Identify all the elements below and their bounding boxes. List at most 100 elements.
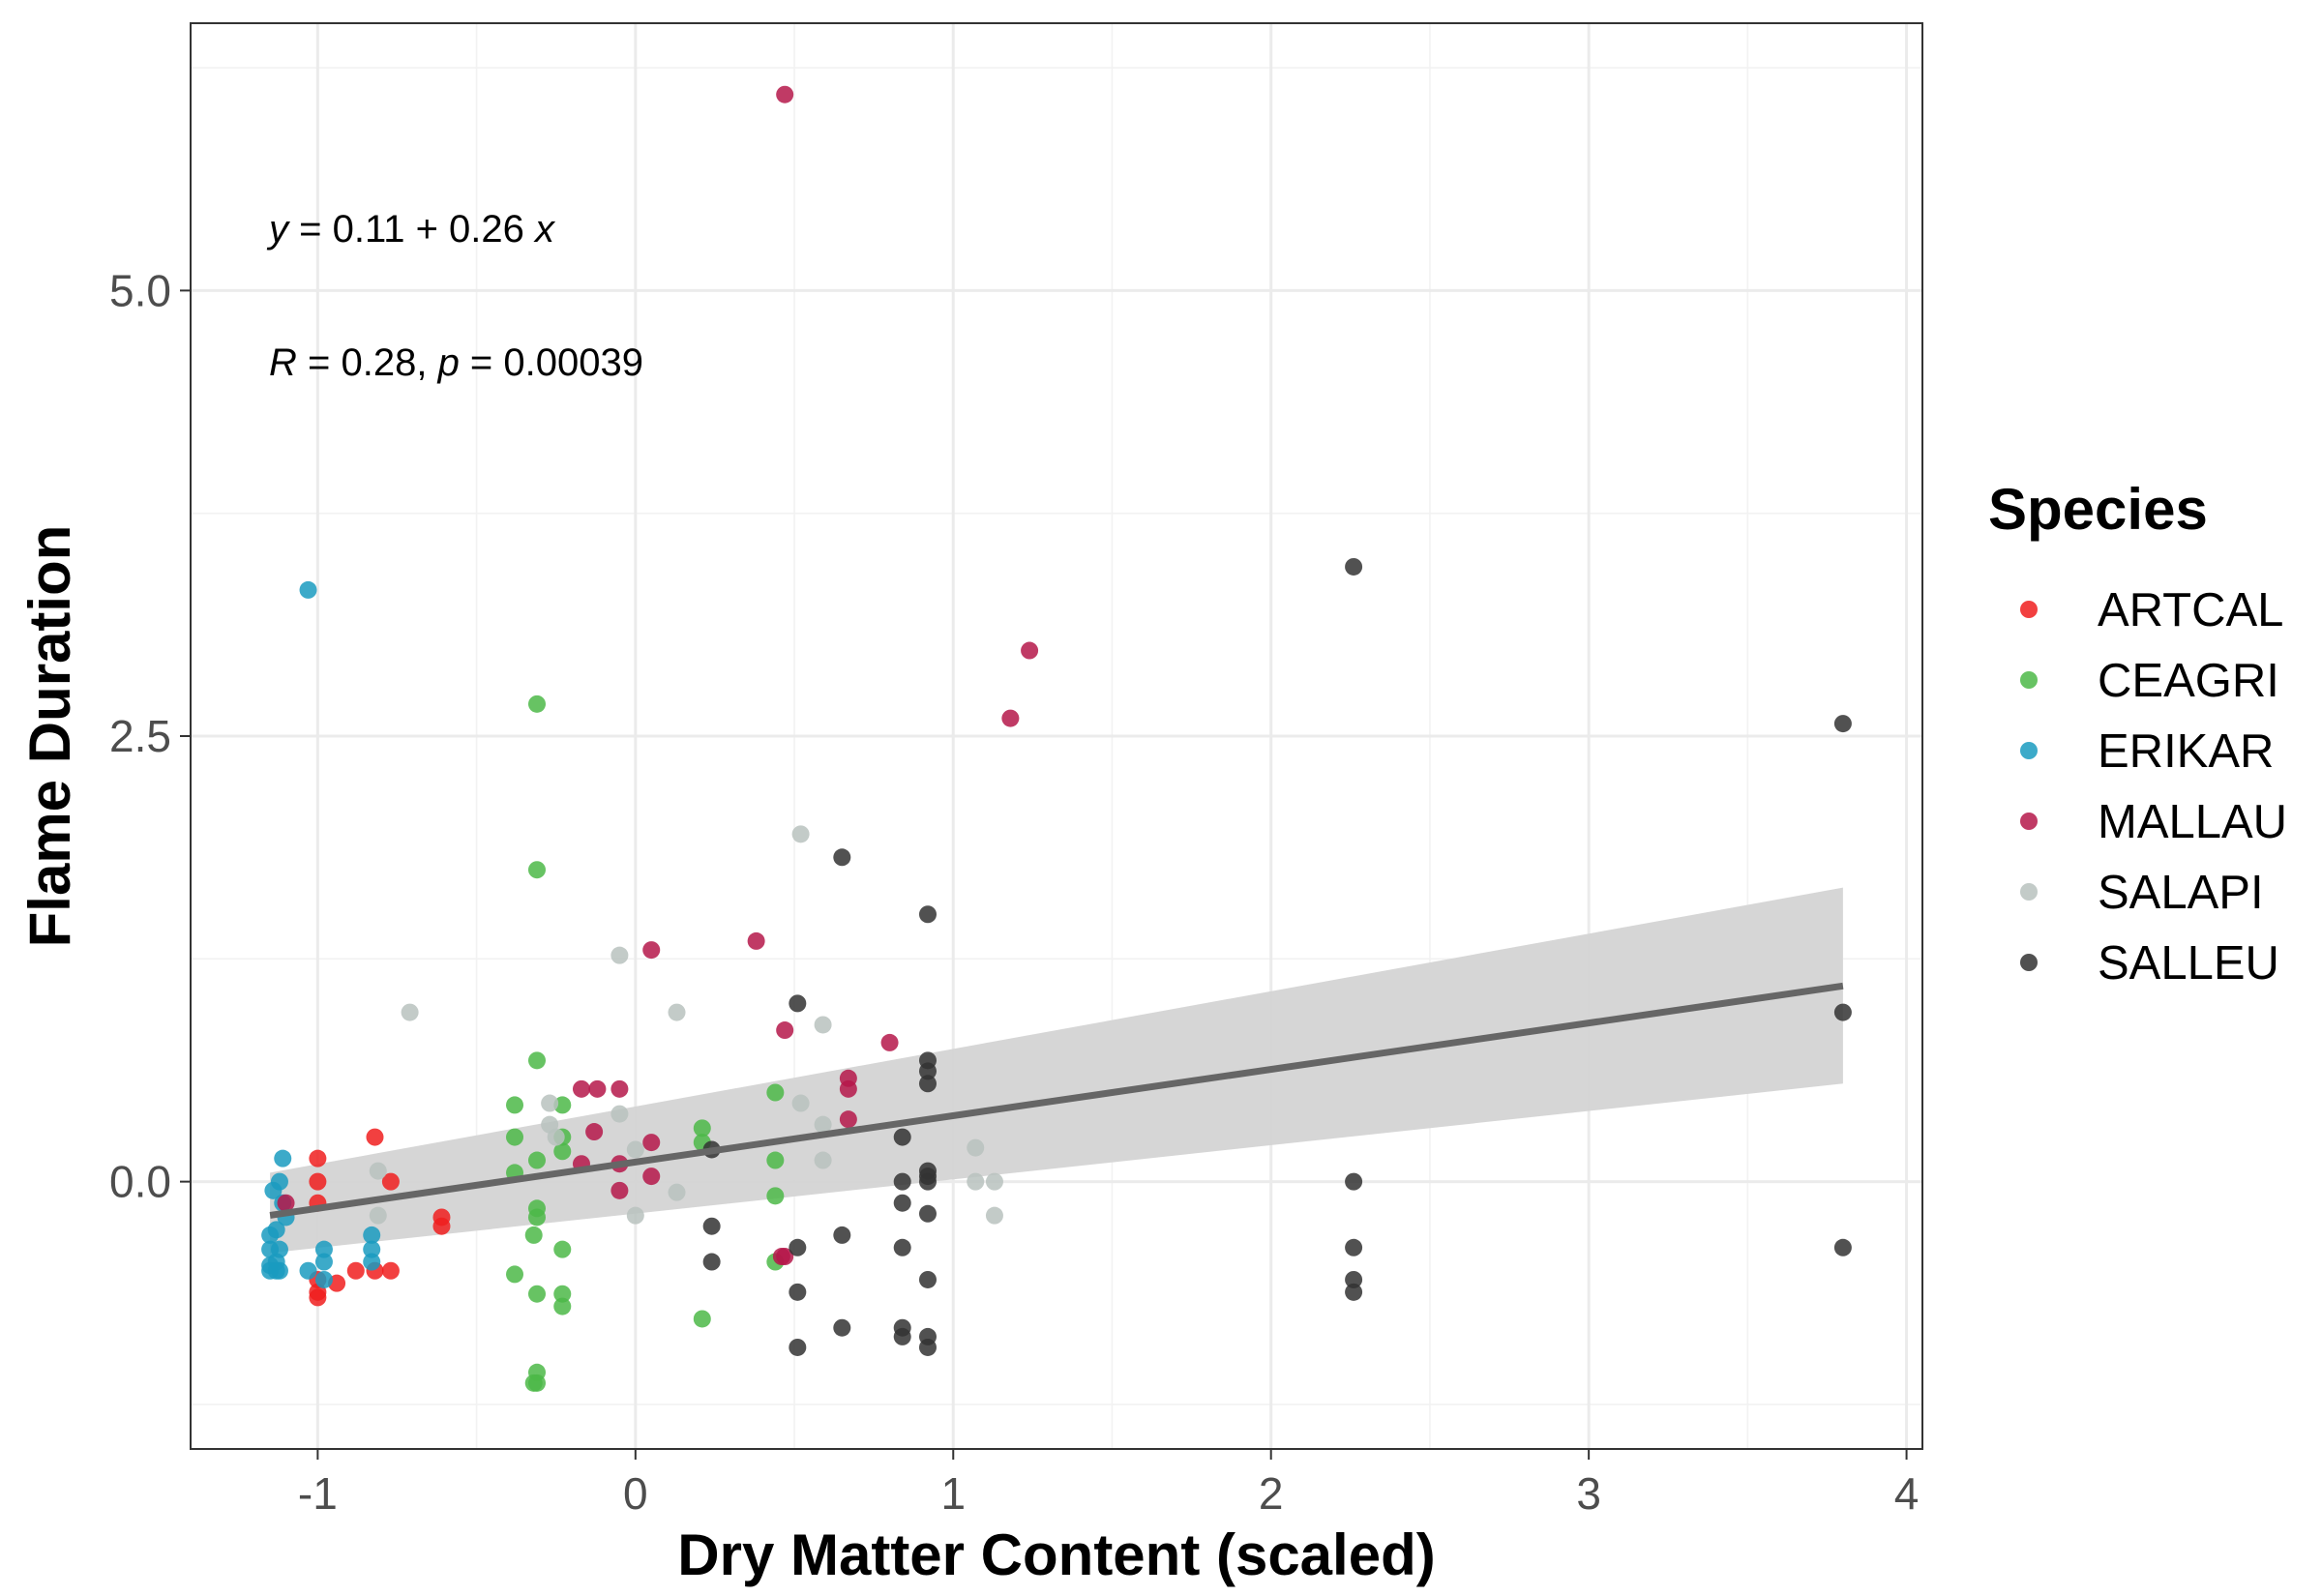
data-point bbox=[369, 1206, 387, 1225]
data-point bbox=[918, 1172, 937, 1191]
data-point bbox=[747, 931, 765, 950]
legend-label: SALAPI bbox=[2098, 867, 2264, 919]
data-point bbox=[309, 1172, 327, 1191]
data-point bbox=[642, 1134, 661, 1152]
legend-item-erikar: ERIKAR bbox=[2020, 725, 2274, 778]
data-point bbox=[506, 1096, 524, 1114]
data-point bbox=[314, 1240, 333, 1258]
stats-p-value: = 0.00039 bbox=[460, 341, 643, 384]
data-point bbox=[264, 1181, 283, 1199]
x-tick-label: -1 bbox=[298, 1468, 338, 1519]
data-point bbox=[791, 1094, 810, 1112]
y-axis-title: Flame Duration bbox=[17, 525, 82, 948]
regression-line bbox=[269, 982, 1844, 1219]
x-tick-label: 2 bbox=[1259, 1468, 1284, 1519]
data-point bbox=[610, 1105, 629, 1123]
data-point bbox=[369, 1162, 387, 1180]
data-point bbox=[363, 1240, 381, 1258]
confidence-band-layer bbox=[270, 887, 1843, 1254]
data-point bbox=[366, 1128, 384, 1146]
legend-key bbox=[2020, 883, 2038, 901]
series-mallau bbox=[277, 85, 1039, 1266]
data-point bbox=[918, 905, 937, 924]
data-point bbox=[1833, 715, 1852, 733]
data-point bbox=[668, 1003, 686, 1021]
data-point bbox=[766, 1083, 785, 1102]
fit-line-layer bbox=[269, 982, 1844, 1219]
legend-title: Species bbox=[1988, 477, 2208, 542]
legend-item-ceagri: CEAGRI bbox=[2020, 655, 2279, 707]
data-point bbox=[610, 1079, 629, 1098]
data-point bbox=[553, 1297, 572, 1315]
legend-item-mallau: MALLAU bbox=[2020, 796, 2287, 848]
data-point bbox=[363, 1253, 381, 1271]
data-point bbox=[381, 1172, 400, 1191]
data-point bbox=[776, 85, 794, 103]
data-point bbox=[572, 1079, 590, 1098]
data-point bbox=[1345, 557, 1363, 576]
data-point bbox=[918, 1075, 937, 1093]
stats-r-value: = 0.28, bbox=[297, 341, 438, 384]
data-point bbox=[553, 1142, 572, 1161]
y-tick-label: 0.0 bbox=[109, 1157, 171, 1207]
data-point bbox=[261, 1226, 280, 1244]
data-point bbox=[314, 1270, 333, 1288]
legend-label: MALLAU bbox=[2098, 796, 2287, 848]
data-point bbox=[833, 1226, 851, 1244]
legend-item-salapi: SALAPI bbox=[2020, 867, 2264, 919]
data-point bbox=[299, 580, 317, 599]
data-point bbox=[1001, 709, 1020, 727]
legend-label: ARTCAL bbox=[2098, 584, 2283, 636]
legend-key bbox=[2020, 601, 2038, 618]
data-point bbox=[432, 1217, 451, 1235]
data-point bbox=[893, 1194, 911, 1212]
legend-key bbox=[2020, 813, 2038, 830]
equation-y: y bbox=[266, 208, 291, 251]
x-tick-label: 1 bbox=[940, 1468, 966, 1519]
data-point bbox=[1345, 1283, 1363, 1301]
data-point bbox=[1833, 1238, 1852, 1256]
x-tick-label: 0 bbox=[623, 1468, 648, 1519]
equation-body: = 0.11 + 0.26 bbox=[288, 208, 535, 251]
data-point bbox=[1833, 1003, 1852, 1021]
data-point bbox=[309, 1149, 327, 1167]
data-point bbox=[702, 1217, 721, 1235]
equation-annotation: y = 0.11 + 0.26 x bbox=[266, 208, 556, 251]
data-point bbox=[553, 1240, 572, 1258]
data-point bbox=[839, 1079, 857, 1098]
y-axis: 0.0 2.5 5.0 bbox=[109, 265, 191, 1207]
data-point bbox=[766, 1187, 785, 1205]
stats-r-symbol: R bbox=[269, 341, 297, 384]
data-point bbox=[506, 1128, 524, 1146]
x-tick-label: 4 bbox=[1894, 1468, 1920, 1519]
data-point bbox=[588, 1079, 607, 1098]
stats-p-symbol: p bbox=[437, 341, 460, 384]
legend-key bbox=[2020, 742, 2038, 759]
series-salapi bbox=[369, 825, 1003, 1225]
legend-label: SALLEU bbox=[2098, 937, 2279, 990]
data-point bbox=[985, 1172, 1003, 1191]
data-point bbox=[610, 1181, 629, 1199]
legend-label: CEAGRI bbox=[2098, 655, 2279, 707]
data-point bbox=[1345, 1172, 1363, 1191]
data-point bbox=[299, 1261, 317, 1280]
data-point bbox=[789, 1338, 807, 1356]
x-tick-label: 3 bbox=[1576, 1468, 1601, 1519]
data-point bbox=[314, 1253, 333, 1271]
legend: Species ARTCAL CEAGRI ERIKAR MALLAU SALAPI SA… bbox=[1988, 477, 2287, 990]
data-point bbox=[893, 1128, 911, 1146]
series-salleu bbox=[702, 557, 1852, 1356]
data-point bbox=[833, 1318, 851, 1337]
data-point bbox=[839, 1110, 857, 1129]
data-point bbox=[789, 994, 807, 1013]
data-point bbox=[553, 1096, 572, 1114]
data-point bbox=[693, 1119, 711, 1138]
stats-annotation: R = 0.28, p = 0.00039 bbox=[269, 341, 643, 384]
data-point bbox=[967, 1138, 985, 1157]
data-point bbox=[918, 1338, 937, 1356]
data-point bbox=[528, 1285, 546, 1303]
data-point bbox=[642, 1167, 661, 1186]
data-point bbox=[776, 1248, 794, 1266]
data-point bbox=[893, 1327, 911, 1345]
y-tick-label: 2.5 bbox=[109, 711, 171, 761]
